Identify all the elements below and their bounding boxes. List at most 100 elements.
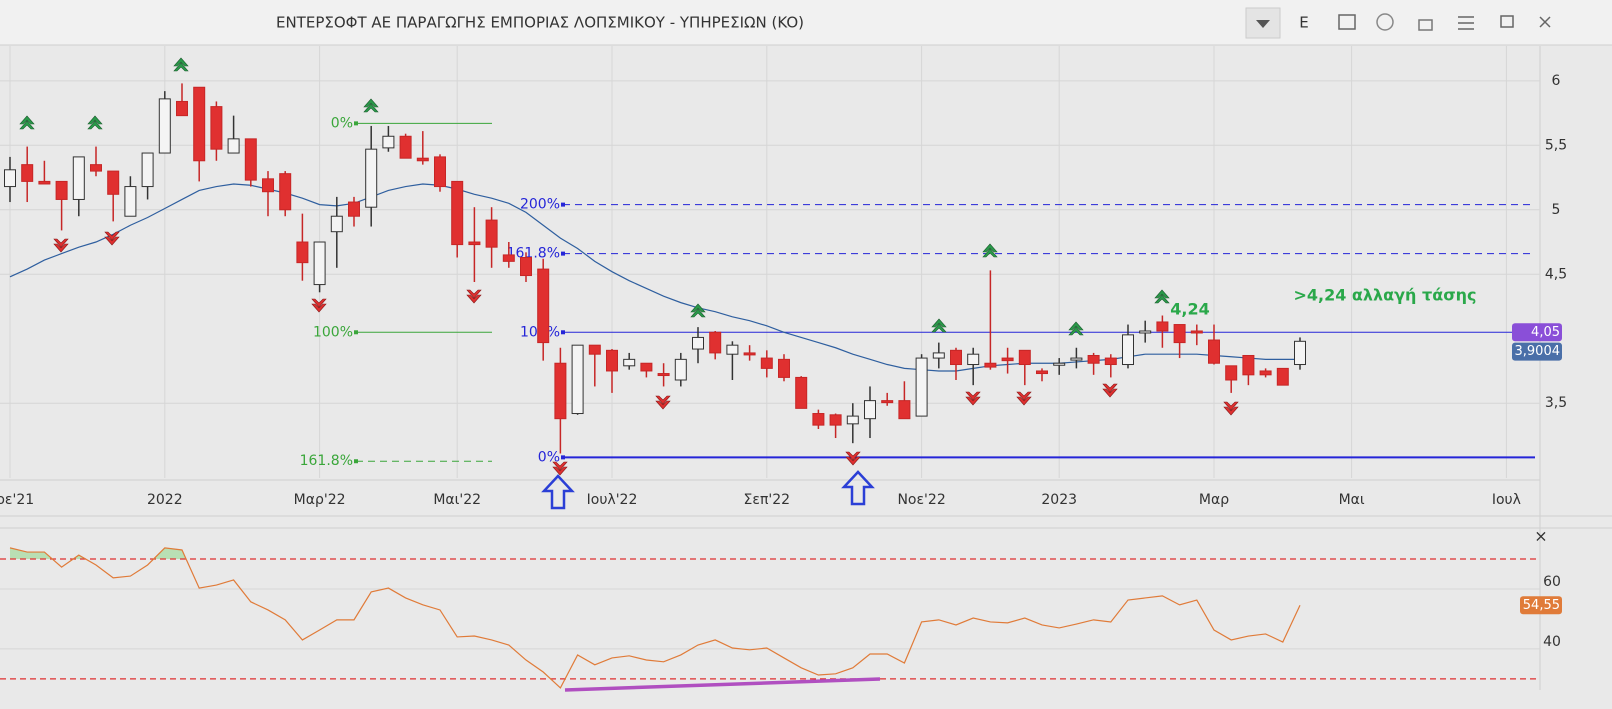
candle-body: [588, 344, 601, 355]
candle-body: [520, 256, 532, 277]
y-tick-label: 40: [1543, 634, 1561, 650]
candle-body: [1259, 370, 1272, 376]
x-tick-label: Μαι'22: [433, 492, 481, 508]
fib-anchor: [561, 202, 565, 207]
menu-button[interactable]: [1458, 16, 1474, 30]
pane-close[interactable]: ×: [1534, 527, 1547, 546]
annotation: >4,24 αλλαγή τάσης: [1293, 286, 1476, 305]
y-tick-label: 60: [1543, 574, 1561, 590]
comment-button[interactable]: [1376, 13, 1394, 31]
x-tick-label: Σεπ'22: [744, 492, 791, 508]
candle-body: [537, 268, 550, 344]
fib-anchor: [354, 459, 358, 464]
window-title: ΕΝΤΕΡΣΟΦΤ ΑΕ ΠΑΡΑΓΩΓΗΣ ΕΜΠΟΡΙΑΣ ΛΟΠΣΜΙΚΟ…: [276, 14, 804, 32]
candle-body: [38, 180, 51, 185]
candle-body: [279, 173, 292, 211]
candle-body: [485, 219, 498, 248]
candle-body: [950, 349, 962, 366]
candle-body: [124, 186, 137, 217]
candle-body: [1156, 321, 1169, 332]
candle-body: [812, 413, 825, 426]
candle-body: [932, 352, 945, 359]
price-label: 3,9004: [1515, 344, 1561, 359]
x-tick-label: Νοε'22: [897, 492, 945, 508]
candle-body: [382, 135, 395, 149]
y-tick-label: 6: [1552, 73, 1561, 89]
candle-body: [434, 156, 446, 188]
candle-body: [795, 376, 808, 409]
candle-body: [846, 415, 859, 425]
y-tick-label: 3,5: [1545, 395, 1567, 411]
x-tick-label: Μαρ'22: [294, 492, 346, 508]
close-button[interactable]: [1539, 16, 1551, 28]
lock-button[interactable]: [1418, 19, 1433, 31]
candle-body: [72, 156, 85, 200]
candle-body: [4, 169, 16, 188]
candle-body: [726, 344, 739, 355]
x-tick-label: 2022: [147, 492, 183, 508]
price-pane: 200%161.8%100%0%0%100%161.8%: [0, 46, 1540, 478]
restore-button[interactable]: [1500, 15, 1514, 28]
candle-body: [416, 157, 429, 162]
x-tick-label: Ιουλ'22: [587, 492, 638, 508]
candle-body: [1173, 324, 1186, 344]
e-button[interactable]: E: [1299, 14, 1308, 32]
candle-body: [451, 180, 464, 246]
candle-body: [881, 400, 894, 404]
price-label-box: [1512, 323, 1562, 342]
fib-anchor: [561, 251, 565, 256]
fib-label: 100%: [313, 324, 353, 340]
candle-body: [743, 352, 756, 356]
candle-body: [571, 344, 584, 415]
candle-body: [90, 164, 102, 172]
candle-body: [1104, 357, 1117, 366]
fib-label: 200%: [520, 197, 560, 213]
candle-body: [760, 357, 773, 369]
x-tick-label: 2023: [1041, 492, 1077, 508]
candle-body: [640, 362, 653, 372]
y-tick-label: 5,5: [1545, 137, 1567, 153]
panel-button[interactable]: [1338, 14, 1356, 30]
fib-anchor: [561, 455, 565, 460]
candle-body: [55, 180, 68, 200]
candle-body: [330, 215, 343, 233]
candle-body: [778, 358, 790, 378]
candle-body: [709, 331, 722, 354]
candle-body: [898, 400, 911, 420]
candle-body: [1225, 365, 1238, 381]
candle-body: [176, 100, 188, 117]
candle-body: [502, 254, 515, 262]
candle-body: [1190, 330, 1203, 334]
candle-body: [623, 358, 636, 367]
candle-body: [829, 414, 842, 426]
annotation: 4,24: [1170, 300, 1209, 319]
candle-body: [1036, 370, 1048, 375]
candle-body: [606, 349, 618, 372]
fib-anchor: [354, 121, 358, 126]
candle-body: [1276, 367, 1289, 386]
price-label-box: [1512, 342, 1562, 361]
fib-anchor: [354, 330, 358, 335]
candle-body: [674, 358, 687, 381]
divergence-line: [564, 677, 881, 692]
candle-body: [399, 135, 412, 159]
candle-body: [915, 357, 928, 417]
rsi-pane: [0, 547, 1540, 689]
candle-body: [348, 201, 360, 217]
rsi-line: [9, 547, 1301, 689]
candle-body: [244, 138, 257, 181]
candle-body: [984, 362, 997, 368]
moving-average: [9, 183, 1300, 372]
candle-body: [21, 164, 34, 182]
candle-body: [967, 353, 980, 366]
candle-body: [468, 241, 481, 246]
candle-body: [141, 152, 154, 188]
candle-body: [1070, 357, 1083, 361]
price-label: 4,05: [1531, 325, 1560, 340]
candle-body: [158, 98, 171, 154]
candle-body: [1001, 357, 1014, 362]
candle-body: [1208, 339, 1220, 364]
